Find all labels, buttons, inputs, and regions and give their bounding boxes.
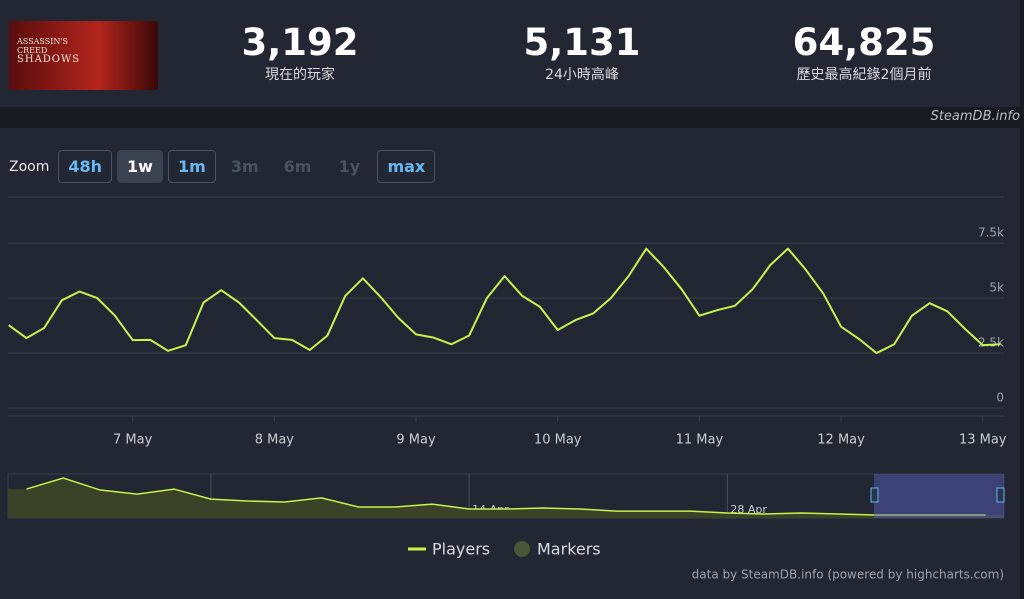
legend-label: Players — [432, 540, 490, 559]
zoom-button[interactable]: 48h — [58, 150, 113, 183]
stat: 5,131 24小時高峰 — [452, 22, 712, 84]
stat: 3,192 現在的玩家 — [170, 22, 430, 84]
legend-symbol — [514, 541, 530, 557]
zoom-button[interactable]: 1m — [168, 150, 216, 183]
x-tick-label: 10 May — [534, 433, 582, 448]
navigator-line — [26, 477, 986, 516]
navigator-selection[interactable] — [874, 474, 1004, 518]
x-tick-label: 9 May — [396, 433, 436, 448]
logo-line: ASSASSIN'S — [17, 37, 69, 46]
zoom-button: 6m — [283, 157, 312, 176]
zoom-bar: Zoom 48h 1w 1m 3m 6m 1y max — [9, 150, 436, 183]
x-tick-label: 12 May — [817, 433, 865, 448]
stat-label: 現在的玩家 — [265, 67, 335, 83]
zoom-label: Zoom — [9, 158, 50, 175]
y-tick-label: 7.5k — [978, 226, 1004, 240]
legend-label: Markers — [537, 540, 601, 559]
header: ASSASSIN'S CREED SHADOWS 3,192 現在的玩家 5,131… — [0, 0, 1020, 107]
y-tick-label: 2.5k — [978, 336, 1004, 350]
zoom-button[interactable]: 1w — [117, 150, 164, 183]
credit[interactable]: data by SteamDB.info (powered by highcha… — [692, 568, 1004, 582]
y-tick-label: 0 — [996, 391, 1004, 405]
zoom-button: 3m — [230, 157, 259, 176]
logo-line: CREED — [17, 46, 48, 55]
stat-label: 歷史最高紀錄2個月前 — [796, 67, 932, 83]
players-line — [8, 247, 1001, 355]
y-tick-label: 5k — [989, 281, 1004, 295]
navigator-area — [8, 478, 1004, 518]
chart-panel — [0, 128, 1020, 599]
stat-value: 64,825 — [792, 21, 936, 64]
stat-label: 24小時高峰 — [545, 67, 619, 83]
x-tick-label: 7 May — [113, 433, 153, 448]
logo-line: SHADOWS — [17, 54, 81, 65]
watermark[interactable]: SteamDB.info — [930, 109, 1020, 124]
zoom-button: 1y — [338, 157, 361, 176]
x-tick-label: 8 May — [255, 433, 295, 448]
zoom-button[interactable]: max — [377, 150, 436, 183]
stat: 64,825 歷史最高紀錄2個月前 — [734, 22, 994, 84]
stat-value: 5,131 — [523, 21, 641, 64]
x-tick-label: 11 May — [676, 433, 724, 448]
legend-item[interactable]: Players — [408, 540, 490, 559]
game-logo[interactable]: ASSASSIN'S CREED SHADOWS — [9, 21, 158, 90]
chart: 0 2.5k 5k 7.5k 7 May 8 May 9 May 10 May 11 May 12… — [7, 196, 1007, 582]
navigator-handle[interactable] — [870, 487, 879, 503]
navigator-handle[interactable] — [996, 487, 1005, 503]
legend-item[interactable]: Markers — [514, 540, 601, 559]
stat-value: 3,192 — [241, 21, 359, 64]
x-tick-label: 13 May — [959, 433, 1007, 448]
